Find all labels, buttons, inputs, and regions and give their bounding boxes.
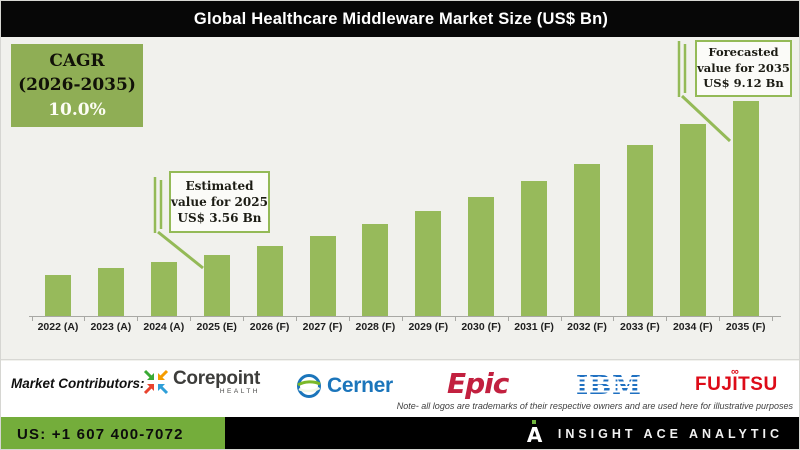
- corepoint-subtext: HEALTH: [219, 388, 261, 395]
- bar-2022 (A): [45, 275, 71, 316]
- bar-2032 (F): [574, 164, 600, 316]
- logo-cerner: Cerner: [296, 373, 393, 399]
- x-tick-label: 2030 (F): [461, 321, 502, 333]
- cagr-badge: CAGR (2026-2035) 10.0%: [11, 44, 143, 127]
- x-axis-tick: [137, 317, 139, 321]
- footer-brand: A INSIGHT ACE ANALYTIC: [526, 417, 783, 449]
- x-axis-tick: [560, 317, 562, 321]
- insight-ace-logo-icon: A: [526, 420, 545, 447]
- chart-area: CAGR (2026-2035) 10.0% Estimated value f…: [1, 37, 799, 360]
- x-tick-label: 2033 (F): [620, 321, 660, 333]
- bar-2028 (F): [362, 224, 389, 316]
- corepoint-text: Corepoint: [173, 368, 261, 389]
- x-tick-label: 2026 (F): [249, 321, 290, 333]
- x-axis-tick: [243, 317, 245, 321]
- x-tick-label: 2024 (A): [143, 321, 185, 333]
- x-tick-label: 2032 (F): [567, 321, 607, 333]
- title-bar: Global Healthcare Middleware Market Size…: [1, 1, 799, 37]
- x-axis-tick: [507, 317, 509, 321]
- bar-2034 (F): [679, 124, 706, 316]
- x-axis-tick: [84, 317, 86, 321]
- bar-2024 (A): [150, 262, 177, 316]
- x-axis-tick: [348, 317, 350, 321]
- logo-ibm: IBM: [573, 371, 645, 401]
- cerner-text: Cerner: [327, 374, 393, 397]
- bar-2025 (E): [203, 255, 230, 316]
- bar-2023 (A): [97, 268, 124, 316]
- logo-epic: Epic: [447, 367, 509, 400]
- cagr-value: 10.0%: [48, 99, 106, 120]
- x-axis: [29, 316, 781, 317]
- bar-2033 (F): [626, 145, 653, 316]
- logo-a-glyph: A: [526, 423, 543, 447]
- x-tick-label: 2022 (A): [37, 321, 79, 333]
- x-axis-tick: [613, 317, 615, 321]
- market-contributors-label: Market Contributors:: [11, 376, 145, 391]
- x-tick-label: 2023 (A): [90, 321, 132, 333]
- x-axis-tick: [772, 317, 774, 321]
- forecasted-line2: value for 2035: [697, 60, 790, 75]
- logo-fujitsu: ∞ FUJITSU: [695, 366, 778, 396]
- x-axis-tick: [190, 317, 192, 321]
- x-tick-label: 2029 (F): [408, 321, 449, 333]
- estimated-line3: US$ 3.56 Bn: [177, 211, 262, 226]
- cagr-period: (2026-2035): [18, 75, 136, 96]
- bar-2035 (F): [732, 101, 759, 316]
- estimated-line2: value for 2025: [171, 194, 268, 209]
- x-tick-label: 2035 (F): [725, 321, 766, 333]
- estimated-value-callout: Estimated value for 2025 US$ 3.56 Bn: [169, 171, 270, 233]
- x-tick-label: 2034 (F): [672, 321, 713, 333]
- contributors-band: Market Contributors: Corepoint HEALTH: [1, 361, 799, 417]
- bar-2026 (F): [256, 246, 283, 316]
- footer-contact: US: +1 607 400-7072: [1, 417, 225, 449]
- ibm-text: IBM: [573, 371, 645, 401]
- x-axis-tick: [666, 317, 668, 321]
- estimated-line1: Estimated: [185, 178, 254, 193]
- bar-2029 (F): [415, 211, 442, 316]
- x-tick-label: 2025 (E): [196, 321, 237, 333]
- bar-2030 (F): [468, 197, 495, 316]
- x-axis-tick: [719, 317, 721, 321]
- logo-corepoint: Corepoint HEALTH: [143, 369, 260, 396]
- footer-bar: US: +1 607 400-7072 A INSIGHT ACE ANALYT…: [1, 417, 799, 449]
- fujitsu-text: FUJITSU: [695, 374, 778, 395]
- forecasted-line1: Forecasted: [708, 45, 779, 60]
- x-axis-tick: [31, 317, 33, 321]
- bar-2027 (F): [309, 236, 336, 316]
- x-axis-tick: [454, 317, 456, 321]
- phone-number: US: +1 607 400-7072: [17, 425, 184, 443]
- trademark-note: Note- all logos are trademarks of their …: [396, 401, 793, 411]
- x-tick-label: 2027 (F): [302, 321, 343, 333]
- x-tick-label: 2028 (F): [355, 321, 396, 333]
- page-title: Global Healthcare Middleware Market Size…: [193, 9, 609, 28]
- x-tick-label: 2031 (F): [514, 321, 554, 333]
- x-axis-tick: [401, 317, 403, 321]
- cerner-globe-icon: [297, 374, 321, 398]
- logo-green-dot: [531, 420, 536, 424]
- bar-2031 (F): [521, 181, 548, 316]
- x-axis-tick: [296, 317, 298, 321]
- epic-text: Epic: [447, 367, 509, 400]
- corepoint-arrows-icon: [143, 370, 169, 395]
- fujitsu-infinity-icon: ∞: [731, 366, 739, 378]
- forecasted-value-callout: Forecasted value for 2035 US$ 9.12 Bn: [695, 40, 792, 97]
- forecasted-line3: US$ 9.12 Bn: [703, 76, 784, 91]
- brand-name: INSIGHT ACE ANALYTIC: [557, 427, 783, 441]
- cagr-label: CAGR: [49, 50, 105, 71]
- corepoint-wordmark: Corepoint HEALTH: [173, 369, 260, 396]
